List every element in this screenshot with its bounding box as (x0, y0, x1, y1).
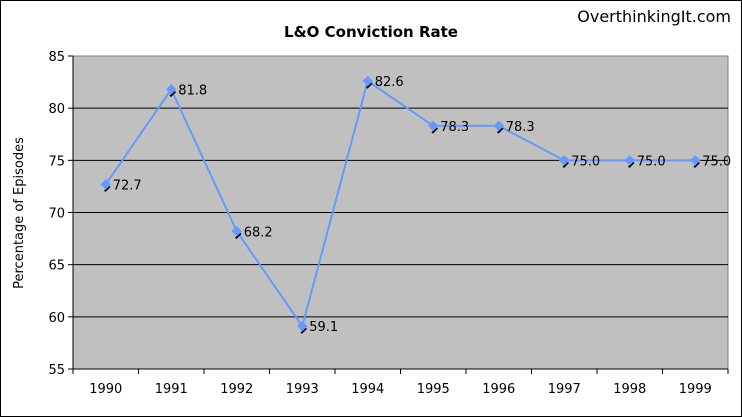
data-label-leader (235, 232, 242, 239)
data-point (427, 120, 439, 132)
x-tick-label: 1998 (613, 382, 646, 397)
data-markers (100, 75, 701, 334)
y-tick-label: 80 (48, 102, 65, 117)
data-label: 78.3 (506, 120, 535, 135)
y-tick-label: 65 (48, 259, 65, 274)
data-point (296, 320, 308, 332)
y-tick-labels: 55 60 65 70 75 80 85 (48, 50, 65, 378)
chart-title: L&O Conviction Rate (284, 23, 458, 41)
x-tick-label: 1995 (417, 382, 450, 397)
data-point (558, 154, 570, 166)
data-point (689, 154, 701, 166)
x-tick-label: 1997 (548, 382, 581, 397)
data-label: 75.0 (702, 154, 731, 169)
data-label: 72.7 (113, 178, 142, 193)
data-labels: 72.7 81.8 68.2 59.1 82.6 78.3 78.3 75.0 75.0 75.0 (113, 75, 731, 335)
data-label-leader (366, 82, 373, 89)
y-axis-label: Percentage of Episodes (12, 137, 27, 289)
data-label-leader (431, 127, 438, 134)
data-label-leader (693, 161, 700, 169)
x-tick-label: 1991 (155, 382, 188, 397)
x-tick-label: 1994 (351, 382, 384, 397)
data-label: 68.2 (244, 225, 273, 240)
x-tick-label: 1993 (286, 382, 319, 397)
x-tick-label: 1992 (220, 382, 253, 397)
data-label: 59.1 (309, 320, 338, 335)
data-label-leader (562, 161, 569, 169)
series-line (104, 79, 696, 329)
data-point (493, 120, 505, 132)
data-point (362, 75, 374, 87)
x-tick-label: 1999 (679, 382, 712, 397)
data-point (100, 178, 112, 190)
y-tick-label: 85 (48, 50, 65, 65)
data-label-leader (169, 90, 176, 98)
data-label-leader (300, 327, 307, 334)
data-label-leader (628, 161, 635, 169)
data-label: 81.8 (178, 83, 207, 98)
gridlines (73, 107, 728, 318)
data-label-leader (497, 127, 504, 134)
x-tick-label: 1996 (482, 382, 515, 397)
data-label: 82.6 (375, 75, 404, 90)
y-tick-label: 60 (48, 311, 65, 326)
axes (68, 55, 729, 374)
x-tick-label: 1990 (89, 382, 122, 397)
data-label: 75.0 (637, 154, 666, 169)
x-tick-labels: 1990 1991 1992 1993 1994 1995 1996 1997 1998 1999 (89, 382, 712, 397)
data-point (231, 225, 243, 237)
y-tick-label: 70 (48, 207, 65, 222)
y-tick-label: 55 (48, 363, 65, 378)
data-label: 78.3 (440, 120, 469, 135)
data-label-leader (104, 185, 111, 193)
data-point (165, 84, 177, 95)
data-label: 75.0 (571, 154, 600, 169)
data-point (624, 154, 636, 166)
y-tick-label: 75 (48, 154, 65, 169)
watermark-text: OverthinkingIt.com (577, 7, 731, 26)
